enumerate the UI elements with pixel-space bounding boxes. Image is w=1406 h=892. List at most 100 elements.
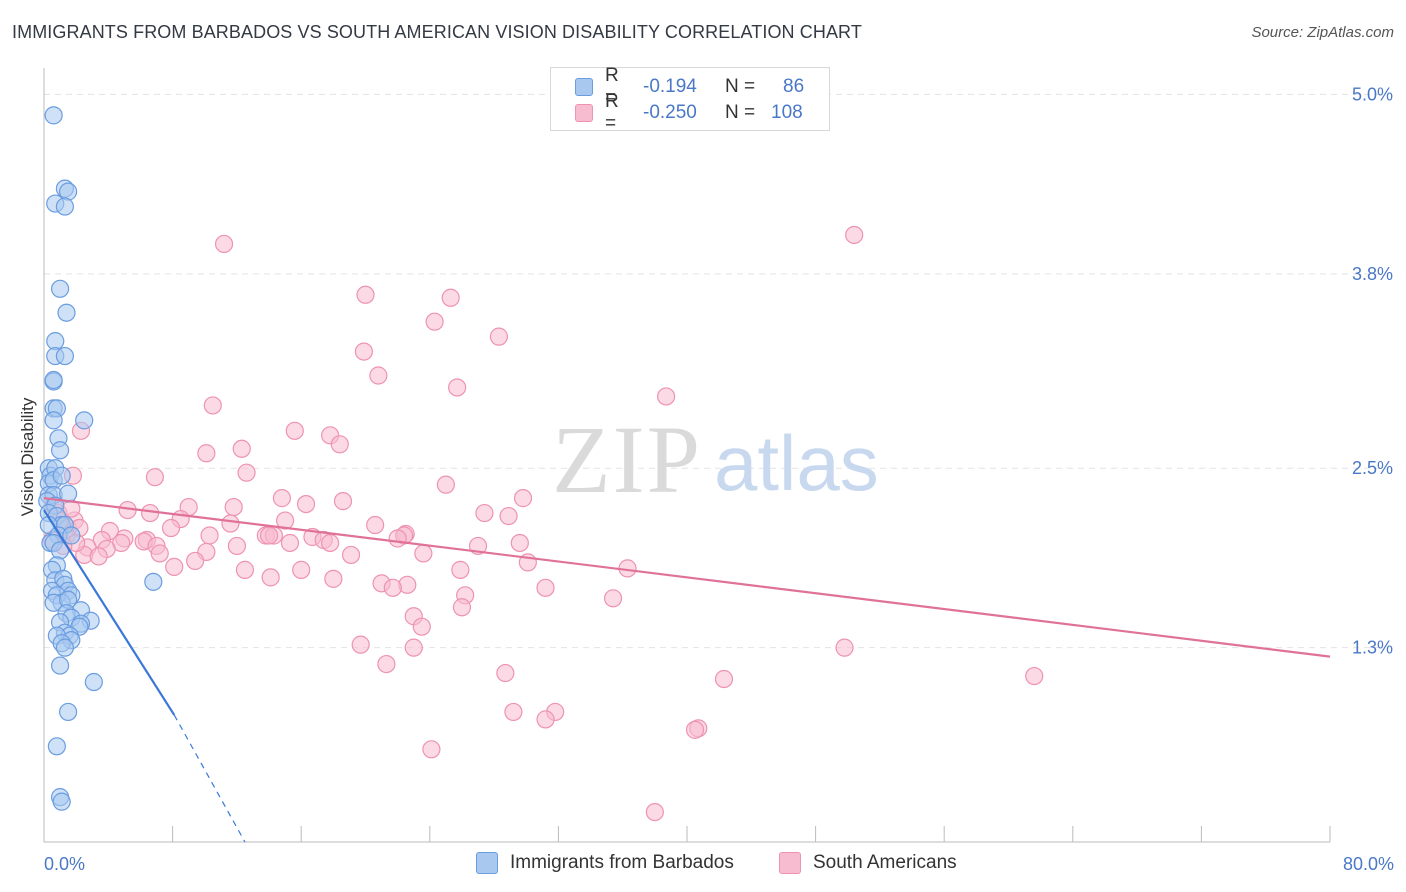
south-americans-point — [150, 544, 169, 563]
south-americans-point — [161, 518, 181, 538]
watermark-zip: ZIP — [552, 406, 702, 513]
barbados-point — [50, 656, 70, 675]
south-americans-point — [259, 526, 279, 545]
south-americans-point — [536, 710, 555, 729]
south-americans-point — [235, 560, 255, 579]
legend-r-value: -0.250 — [643, 102, 697, 123]
watermark: ZIP atlas — [552, 406, 879, 513]
south-americans-point — [237, 463, 256, 482]
south-americans-point — [369, 366, 388, 385]
barbados-point — [62, 526, 81, 545]
south-americans-point — [475, 503, 494, 523]
barbados-point — [44, 370, 63, 390]
barbados-trend-line — [43, 509, 176, 716]
y-tick-label: 3.8% — [1352, 264, 1393, 284]
south-americans-point — [232, 439, 251, 458]
south-americans-point — [276, 511, 295, 530]
south-americans-point — [354, 342, 373, 361]
y-tick-label: 5.0% — [1352, 84, 1393, 104]
legend-n-value: 108 — [771, 102, 803, 123]
south-americans-point — [341, 545, 361, 565]
south-americans-point — [388, 529, 407, 548]
south-americans-point — [285, 421, 304, 440]
barbados-point — [59, 182, 78, 201]
barbados-points — [38, 106, 163, 811]
south-americans-point — [356, 285, 375, 304]
south-americans-point — [414, 544, 433, 563]
south-americans-point — [504, 702, 523, 722]
barbados-point — [44, 411, 63, 430]
barbados-point — [57, 303, 76, 322]
barbados-point — [55, 346, 74, 366]
bottom-legend-south-americans: South Americans — [779, 852, 957, 874]
bottom-legend-barbados: Immigrants from Barbados — [476, 852, 734, 874]
south-americans-point — [1025, 666, 1044, 686]
south-americans-point — [496, 663, 515, 683]
south-americans-point — [366, 515, 385, 535]
south-americans-point — [296, 494, 316, 514]
barbados-trend-extension — [173, 714, 246, 843]
south-americans-point — [221, 514, 240, 533]
x-tick-label-max: 80.0% — [1343, 854, 1394, 874]
south-americans-points — [42, 225, 1044, 822]
south-americans-point — [436, 475, 455, 494]
south-americans-point — [657, 387, 676, 406]
south-americans-point — [227, 536, 246, 556]
bottom-legend-label-south-americans: South Americans — [813, 852, 957, 873]
south-americans-point — [422, 740, 441, 759]
legend-row-south-americans: R = -0.250 N = 108 — [575, 91, 803, 134]
bottom-legend-label-barbados: Immigrants from Barbados — [510, 852, 734, 873]
south-americans-point — [186, 551, 205, 571]
barbados-point — [50, 441, 70, 460]
legend-n-label: N = — [725, 76, 756, 97]
south-americans-point — [451, 560, 470, 579]
legend-r-value: -0.194 — [643, 76, 697, 97]
south-americans-point — [333, 492, 353, 511]
barbados-point — [55, 638, 74, 657]
barbados-point — [50, 279, 70, 298]
south-americans-point — [448, 378, 467, 397]
correlation-legend: R = -0.194 N = 86 R = -0.250 N = 108 — [550, 65, 830, 134]
south-americans-point — [165, 557, 184, 576]
barbados-point — [52, 466, 71, 485]
south-americans-point — [452, 598, 472, 617]
x-tick-label-min: 0.0% — [44, 854, 85, 874]
south-americans-point — [145, 468, 165, 487]
source-label: Source: ZipAtlas.com — [1251, 24, 1394, 41]
barbados-point — [44, 106, 63, 125]
south-americans-point — [714, 669, 734, 689]
south-americans-point — [536, 578, 555, 597]
y-tick-label: 1.3% — [1352, 638, 1393, 658]
south-americans-point — [489, 327, 509, 346]
bottom-legend-swatch-barbados — [476, 852, 498, 874]
trend-lines — [43, 497, 1331, 843]
south-americans-point — [835, 638, 854, 657]
south-americans-point — [200, 526, 219, 545]
grid-lines — [44, 93, 1380, 649]
south-americans-point — [292, 560, 311, 579]
legend-row-barbados: R = -0.194 N = 86 — [575, 65, 804, 108]
bottom-legend-swatch-south-americans — [779, 852, 801, 874]
south-americans-point — [140, 503, 160, 523]
south-americans-point — [377, 654, 396, 674]
y-tick-label: 2.5% — [1352, 458, 1393, 478]
barbados-point — [75, 411, 94, 430]
axes — [43, 68, 1331, 843]
south-americans-point — [324, 569, 343, 588]
south-americans-point — [214, 234, 234, 254]
south-americans-point — [685, 720, 705, 739]
south-americans-point — [425, 312, 444, 331]
south-americans-point — [845, 225, 864, 245]
south-americans-point — [603, 589, 623, 608]
south-americans-point — [510, 533, 529, 553]
south-americans-point — [330, 435, 349, 454]
barbados-point — [47, 737, 66, 756]
legend-swatch-barbados — [575, 78, 593, 96]
y-axis-label: Vision Disability — [18, 397, 37, 516]
south-americans-point — [441, 288, 460, 307]
south-americans-trend-line — [43, 497, 1331, 658]
south-americans-point — [89, 547, 108, 566]
legend-r-label: R = — [605, 65, 619, 108]
barbados-point — [144, 572, 163, 591]
